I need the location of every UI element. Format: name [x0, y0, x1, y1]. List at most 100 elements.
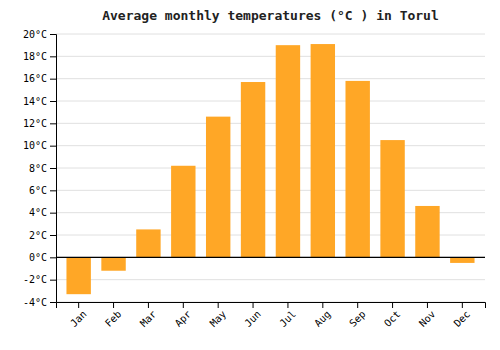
grid-line [56, 145, 485, 146]
grid-line [56, 56, 485, 57]
x-tick-label: Jun [242, 308, 263, 329]
grid-line [56, 101, 485, 102]
bar [380, 140, 404, 257]
bar [136, 229, 160, 257]
y-tick: -2°C [23, 274, 56, 285]
y-tick-label: 18°C [23, 51, 47, 62]
grid-line [56, 123, 485, 124]
x-tick: Apr [173, 302, 194, 329]
y-tick-mark [50, 146, 56, 147]
x-tick-mark [392, 302, 393, 308]
x-tick: Sep [347, 302, 368, 329]
y-tick-label: -2°C [23, 274, 47, 285]
bar [311, 44, 335, 257]
bar [171, 166, 195, 258]
x-axis-line [57, 303, 486, 309]
y-tick-mark [50, 302, 56, 303]
grid-line [56, 34, 485, 35]
x-tick-mark [113, 302, 114, 308]
x-tick-label: Jul [277, 308, 298, 329]
y-tick-label: 2°C [29, 230, 47, 241]
x-tick-label: Aug [312, 308, 333, 329]
x-tick: Jun [242, 302, 263, 329]
y-tick-mark [50, 79, 56, 80]
x-tick-label: May [208, 308, 229, 329]
x-tick-label: Jan [68, 308, 89, 329]
y-tick-label: 6°C [29, 185, 47, 196]
x-tick: Nov [417, 302, 438, 329]
y-tick-mark [50, 213, 56, 214]
y-tick: 16°C [23, 73, 56, 84]
y-tick-label: -4°C [23, 297, 47, 308]
x-tick-mark [78, 302, 79, 308]
x-tick-mark [427, 302, 428, 308]
bar [206, 117, 230, 258]
y-tick-label: 14°C [23, 96, 47, 107]
bar [450, 257, 474, 263]
y-tick-mark [50, 168, 56, 169]
y-tick: 8°C [29, 163, 56, 174]
y-tick: 2°C [29, 230, 56, 241]
y-tick-mark [50, 280, 56, 281]
bar [276, 45, 300, 257]
bar [101, 257, 125, 270]
y-tick: 20°C [23, 29, 56, 40]
x-tick-label: Dec [452, 308, 473, 329]
x-axis: Jan Feb Mar Apr May Jun Jul Aug Sep Oct Nov Dec [57, 302, 486, 329]
x-tick-mark [287, 302, 288, 308]
y-tick: -4°C [23, 297, 56, 308]
x-tick: Aug [312, 302, 333, 329]
grid-line [56, 257, 485, 258]
baseline [56, 257, 485, 258]
chart: Average monthly temperatures (°C ) in To… [0, 0, 500, 350]
y-tick: 18°C [23, 51, 56, 62]
bar [415, 206, 439, 257]
y-tick-mark [50, 101, 56, 102]
y-axis: -4°C -2°C 0°C 2°C 4°C 6°C 8°C 10°C 12°C 14°C 16°C 1… [23, 29, 57, 308]
y-tick-label: 12°C [23, 118, 47, 129]
y-tick-label: 20°C [23, 29, 47, 40]
y-tick-mark [50, 235, 56, 236]
y-tick: 14°C [23, 96, 56, 107]
y-tick-mark [50, 123, 56, 124]
x-tick-label: Nov [417, 308, 438, 329]
x-tick-mark [253, 302, 254, 308]
y-tick-label: 16°C [23, 73, 47, 84]
y-tick: 0°C [29, 252, 56, 263]
grid [56, 34, 485, 302]
x-tick-mark [183, 302, 184, 308]
y-tick: 10°C [23, 140, 56, 151]
x-tick: Jul [277, 302, 298, 329]
x-tick-mark [148, 302, 149, 308]
grid-line [56, 279, 485, 280]
x-tick-mark [462, 302, 463, 308]
title: Average monthly temperatures (°C ) in To… [102, 8, 439, 23]
y-tick-label: 10°C [23, 140, 47, 151]
x-tick: Dec [452, 302, 473, 329]
bar [345, 81, 369, 257]
grid-line [56, 78, 485, 79]
x-tick: Oct [382, 302, 403, 329]
plot: -4°C -2°C 0°C 2°C 4°C 6°C 8°C 10°C 12°C 14°C 16°C 1… [23, 29, 486, 329]
x-tick-label: Mar [138, 308, 159, 329]
x-tick-label: Oct [382, 308, 403, 329]
x-tick-mark [357, 302, 358, 308]
y-tick-label: 4°C [29, 207, 47, 218]
y-tick-mark [50, 56, 56, 57]
x-tick: Feb [103, 302, 124, 329]
y-tick-mark [50, 190, 56, 191]
y-tick: 4°C [29, 207, 56, 218]
grid-line [56, 190, 485, 191]
y-tick-mark [50, 34, 56, 35]
y-tick: 6°C [29, 185, 56, 196]
y-axis-line [50, 35, 57, 303]
x-tick: May [208, 302, 229, 329]
x-tick: Mar [138, 302, 159, 329]
y-tick-label: 0°C [29, 252, 47, 263]
x-tick-label: Apr [173, 308, 194, 329]
bars [66, 44, 474, 294]
bar [241, 82, 265, 257]
x-tick-label: Sep [347, 308, 368, 329]
x-tick: Jan [68, 302, 89, 329]
bar [66, 257, 90, 294]
